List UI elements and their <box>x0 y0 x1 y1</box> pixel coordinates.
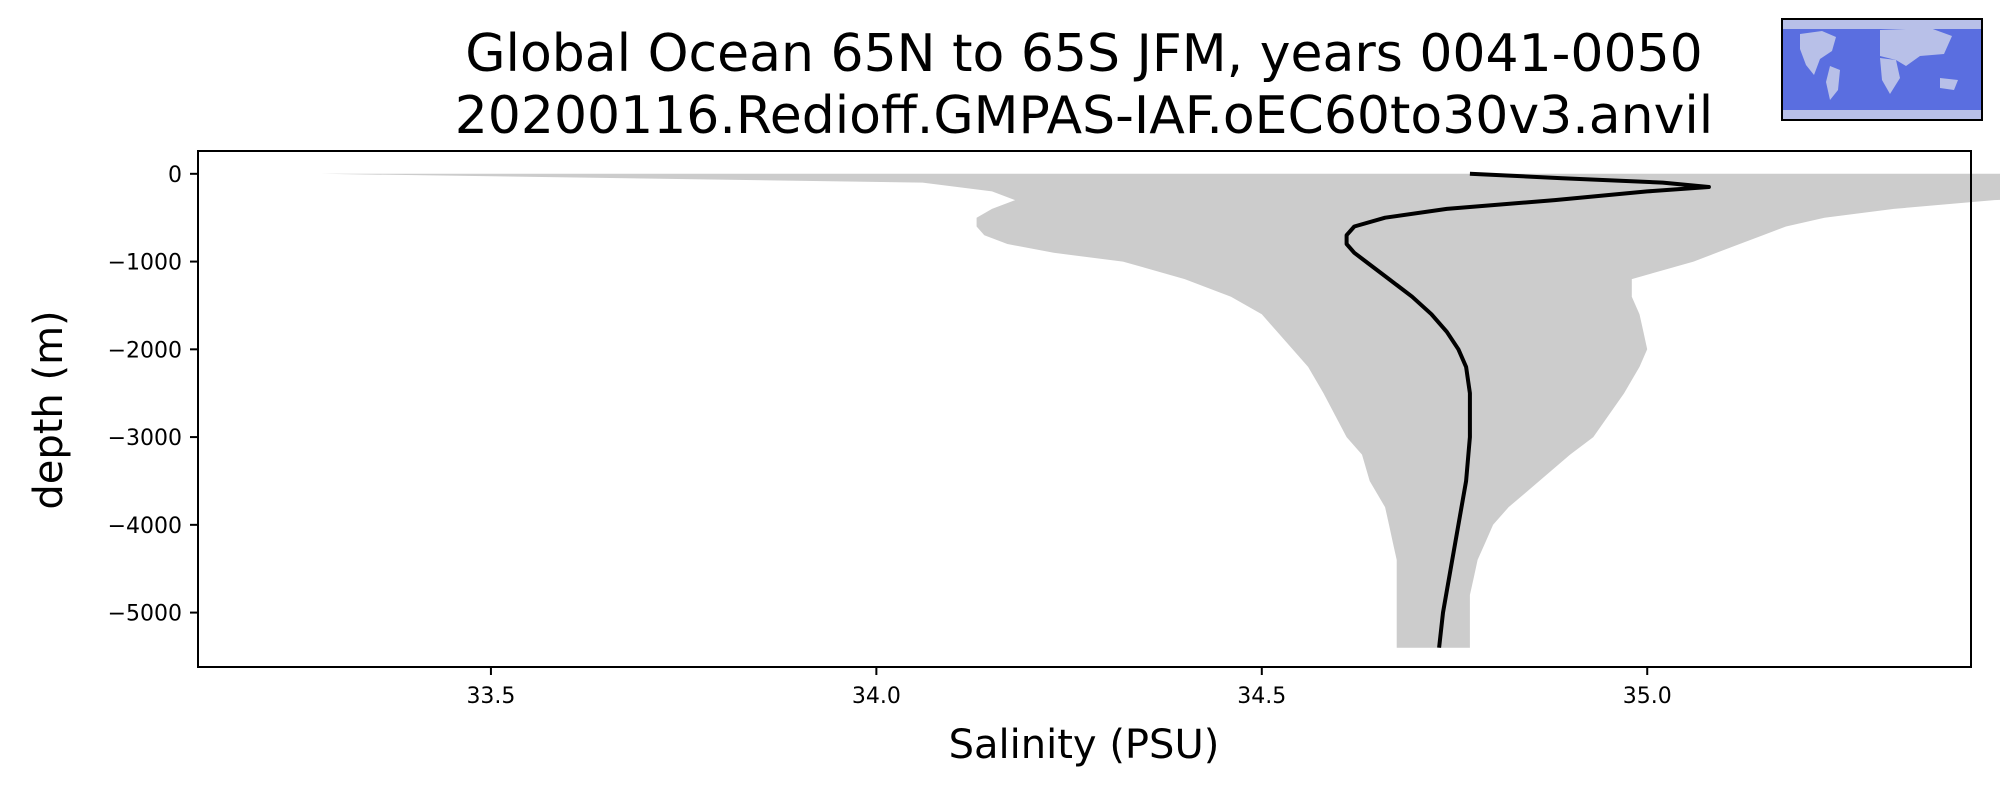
x-axis-label: Salinity (PSU) <box>949 722 1220 768</box>
y-tick-label: 0 <box>168 163 182 188</box>
plot-area <box>321 171 2000 648</box>
x-tick-label: 33.5 <box>466 684 515 709</box>
y-tick-label: −5000 <box>108 602 182 627</box>
min-max-range-band <box>321 173 2000 648</box>
y-tick-label: −1000 <box>108 251 182 276</box>
y-tick-label: −4000 <box>108 514 182 539</box>
x-tick-label: 34.5 <box>1237 684 1286 709</box>
y-tick-label: −3000 <box>108 426 182 451</box>
y-axis: 0 −1000 −2000 −3000 −4000 −5000 <box>108 163 198 627</box>
chart-title: Global Ocean 65N to 65S JFM, years 0041-… <box>465 24 1703 84</box>
x-tick-label: 34.0 <box>852 684 901 709</box>
x-axis: 33.534.034.535.035.536.0 <box>466 667 1672 709</box>
region-map-inset <box>1781 18 1983 121</box>
inset-continents <box>1800 28 1958 100</box>
mean-salinity-line <box>1344 171 1711 648</box>
y-axis-label: depth (m) <box>26 310 72 509</box>
inset-frame <box>1781 18 1983 121</box>
inset-polar-band-south <box>1782 110 1982 120</box>
y-tick-label: −2000 <box>108 338 182 363</box>
x-tick-label: 35.0 <box>1623 684 1672 709</box>
inset-polar-band-north <box>1782 19 1982 29</box>
axes-frame <box>197 150 1972 668</box>
chart-subtitle: 20200116.Redioff.GMPAS-IAF.oEC60to30v3.a… <box>455 86 1714 146</box>
